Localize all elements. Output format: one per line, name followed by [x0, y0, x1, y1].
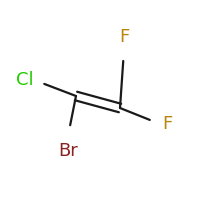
Text: Cl: Cl	[16, 71, 34, 89]
Text: Br: Br	[58, 142, 78, 160]
Text: F: F	[119, 28, 129, 46]
Text: F: F	[162, 115, 172, 133]
